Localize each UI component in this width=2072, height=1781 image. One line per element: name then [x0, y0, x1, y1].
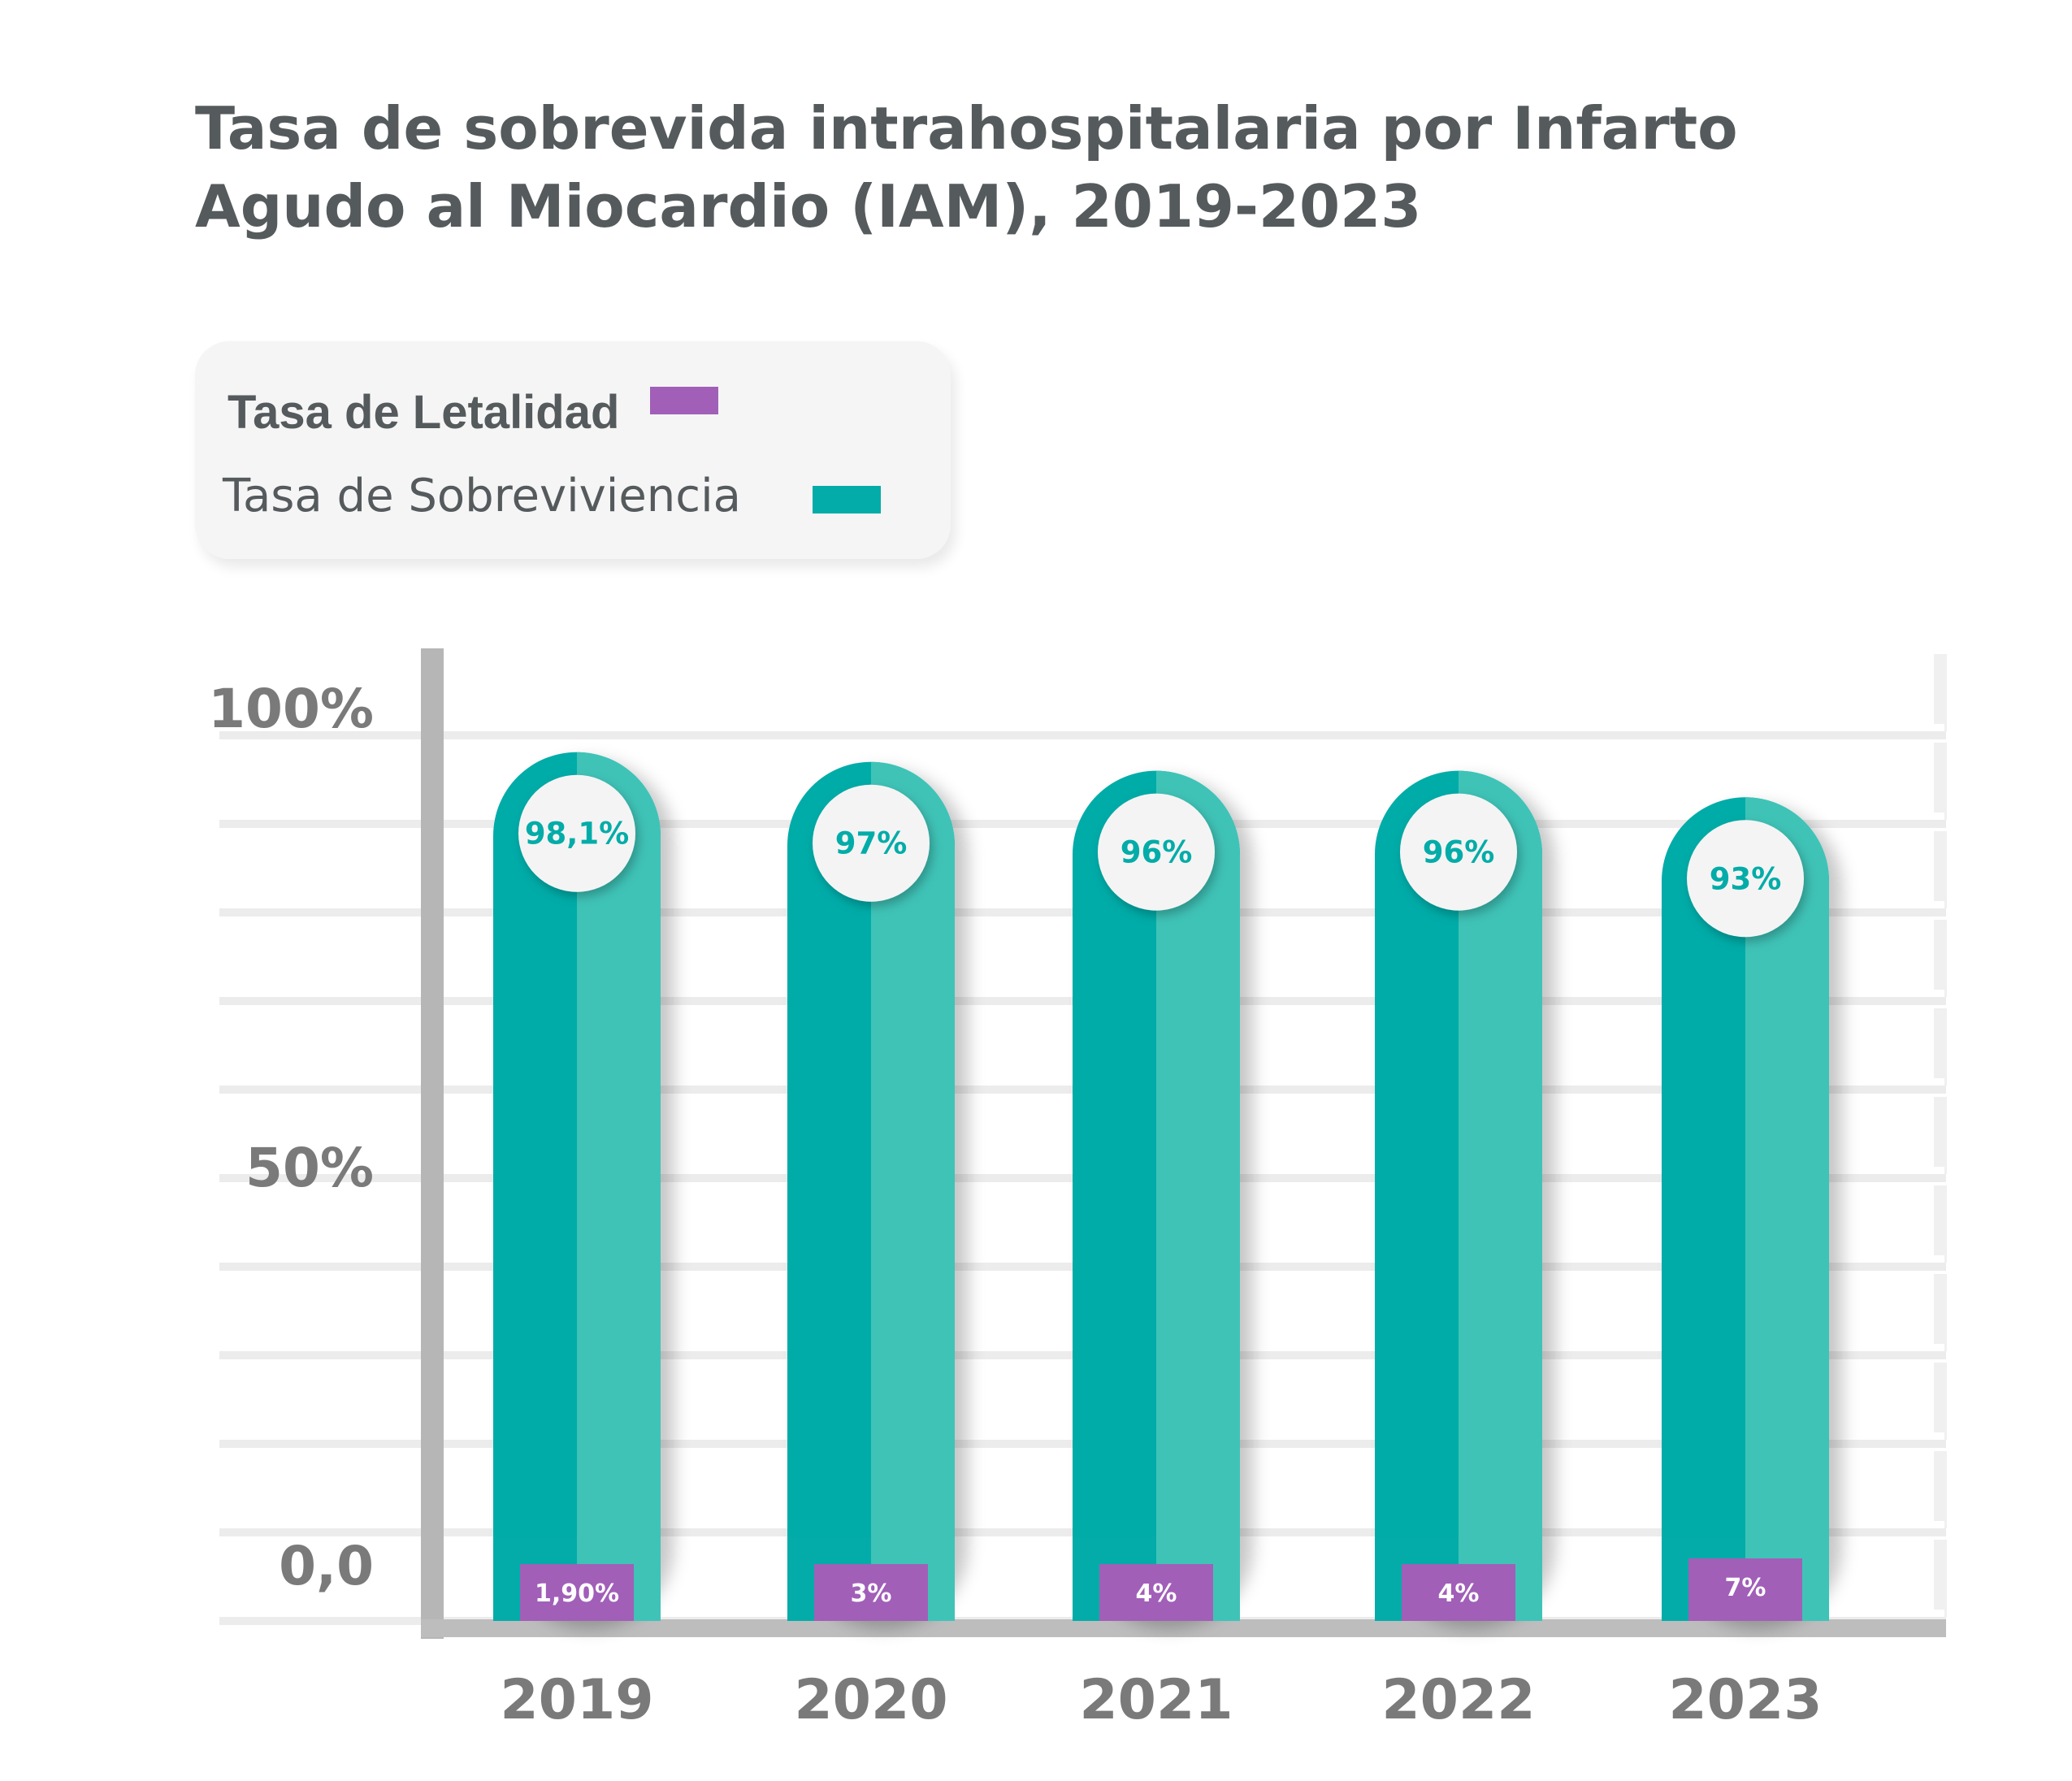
- gridline-edge: [1934, 920, 1947, 997]
- value-label-letalidad-2021: 4%: [1136, 1580, 1177, 1608]
- bar-letalidad-2020: [814, 1564, 928, 1621]
- x-tick-label-2021: 2021: [1079, 1668, 1233, 1732]
- bar-highlight-2020: [871, 761, 955, 1622]
- x-tick-label-2022: 2022: [1381, 1668, 1535, 1732]
- axes: [421, 648, 1946, 1639]
- bar-highlight-2019: [577, 752, 661, 1622]
- x-axis-line: [421, 1619, 1946, 1637]
- legend-swatch-sobreviviencia: [813, 486, 881, 514]
- chart-title: Tasa de sobrevida intrahospitalaria por …: [195, 94, 1738, 240]
- value-label-sobreviviencia-2020: 97%: [835, 826, 908, 861]
- y-tick-label: 0,0: [279, 1535, 374, 1597]
- x-tick-label-2020: 2020: [794, 1668, 947, 1732]
- value-label-letalidad-2020: 3%: [851, 1580, 892, 1608]
- value-bubble-2022: [1400, 793, 1517, 911]
- chart-legend: Tasa de Letalidad Tasa de Sobreviviencia: [195, 341, 951, 559]
- gridline-edge: [1934, 1097, 1947, 1174]
- bar-highlight-2021: [1156, 770, 1240, 1622]
- gridline-edge: [1934, 1363, 1947, 1440]
- x-tick-label-2019: 2019: [500, 1668, 653, 1732]
- value-label-letalidad-2023: 7%: [1725, 1574, 1766, 1602]
- value-bubble-2023: [1687, 820, 1804, 938]
- value-label-sobreviviencia-2023: 93%: [1710, 861, 1782, 896]
- value-label-sobreviviencia-2019: 98,1%: [525, 817, 629, 852]
- y-tick-label: 50%: [245, 1137, 374, 1199]
- gridline-edge: [1934, 1540, 1947, 1617]
- bars: [493, 752, 1829, 1622]
- value-label-sobreviviencia-2022: 96%: [1423, 835, 1495, 870]
- bar-letalidad-2022: [1402, 1564, 1515, 1621]
- value-label-letalidad-2019: 1,90%: [535, 1580, 619, 1608]
- legend-label-sobreviviencia: Tasa de Sobreviviencia: [223, 470, 741, 522]
- value-bubble-2020: [813, 784, 930, 902]
- gridline-edge: [1934, 743, 1947, 820]
- gridline-edge: [1934, 1451, 1947, 1528]
- y-tick-label: 100%: [208, 678, 374, 740]
- gridline-edge: [1934, 654, 1947, 731]
- bar-letalidad-2021: [1099, 1564, 1213, 1621]
- bar-letalidad-2023: [1688, 1558, 1802, 1621]
- legend-swatch-letalidad: [650, 387, 718, 414]
- gridline-edge: [1934, 1008, 1947, 1086]
- gridline-edge: [1934, 1185, 1947, 1263]
- gridline: [210, 724, 1944, 731]
- gridline-edge: [1934, 831, 1947, 908]
- labels: 100% 50% 0,0 98,1% 1,90% 2019 97% 3% 2020 96% 4% 20…: [208, 678, 1823, 1732]
- legend-label-letalidad: Tasa de Letalidad: [228, 386, 620, 439]
- y-axis-line: [421, 648, 444, 1639]
- gridline-edge: [1934, 1274, 1947, 1351]
- value-bubble-2021: [1098, 793, 1215, 911]
- value-bubble-2019: [518, 774, 635, 892]
- bar-highlight-2022: [1459, 770, 1542, 1621]
- bar-letalidad-2019: [520, 1564, 634, 1621]
- bar-highlight-2023: [1745, 797, 1829, 1621]
- value-label-sobreviviencia-2021: 96%: [1121, 835, 1193, 870]
- gridline: [210, 812, 1944, 820]
- x-tick-label-2023: 2023: [1668, 1668, 1822, 1732]
- value-label-letalidad-2022: 4%: [1438, 1580, 1480, 1608]
